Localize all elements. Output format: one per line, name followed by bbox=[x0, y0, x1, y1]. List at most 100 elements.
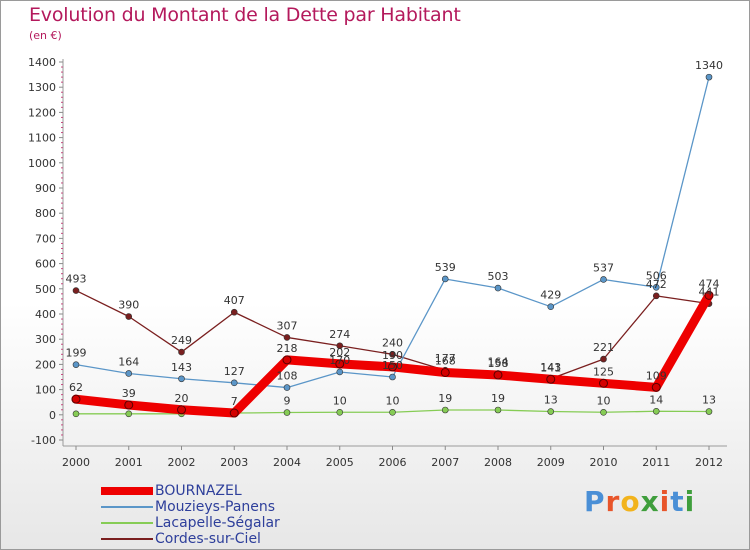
y-tick-label: 1100 bbox=[28, 132, 56, 145]
data-point bbox=[389, 351, 396, 358]
data-point bbox=[230, 379, 238, 387]
data-point bbox=[336, 368, 344, 376]
logo-letter: t bbox=[670, 485, 685, 518]
x-tick-label: 2004 bbox=[273, 456, 301, 469]
y-tick-label: 1200 bbox=[28, 106, 56, 119]
data-point bbox=[600, 408, 607, 416]
data-point bbox=[283, 384, 291, 391]
chart-title: Evolution du Montant de la Dette par Hab… bbox=[29, 4, 461, 26]
y-tick-label: 900 bbox=[35, 182, 56, 195]
data-label: 249 bbox=[171, 334, 192, 347]
data-point bbox=[441, 275, 449, 283]
legend-label-lacapelle-segalar: Lacapelle-Ségalar bbox=[155, 515, 280, 531]
data-label: 143 bbox=[171, 361, 192, 374]
data-point bbox=[282, 355, 292, 365]
data-label: 141 bbox=[540, 361, 561, 374]
data-label: 13 bbox=[702, 394, 716, 407]
data-label: 274 bbox=[329, 328, 350, 341]
data-label: 14 bbox=[649, 393, 663, 406]
data-point bbox=[652, 407, 660, 415]
data-label: 158 bbox=[488, 357, 509, 370]
legend-swatch-bournazel bbox=[101, 487, 153, 495]
data-label: 150 bbox=[382, 359, 403, 372]
data-label: 307 bbox=[277, 319, 298, 332]
data-point bbox=[389, 373, 396, 381]
data-label: 1340 bbox=[695, 59, 723, 72]
legend-item-mouzieys-panens: Mouzieys-Panens bbox=[101, 499, 361, 515]
x-tick-label: 2003 bbox=[220, 456, 248, 469]
legend-swatch-cordes-sur-ciel bbox=[101, 538, 153, 540]
x-tick-label: 2011 bbox=[642, 456, 670, 469]
data-point bbox=[704, 290, 714, 300]
data-point bbox=[177, 405, 186, 415]
logo-letter: r bbox=[605, 485, 621, 518]
data-point bbox=[441, 406, 449, 414]
logo-letter: P bbox=[584, 485, 606, 518]
data-point bbox=[547, 303, 555, 310]
y-tick-label: 200 bbox=[35, 358, 56, 371]
data-point bbox=[124, 400, 134, 410]
data-point bbox=[125, 313, 133, 320]
data-point bbox=[494, 284, 502, 292]
y-tick-label: 700 bbox=[35, 232, 56, 245]
logo-letter: x bbox=[640, 485, 660, 518]
data-label: 177 bbox=[435, 352, 456, 365]
data-point bbox=[283, 409, 291, 416]
data-label: 474 bbox=[699, 277, 720, 290]
data-label: 7 bbox=[231, 395, 238, 408]
x-tick-label: 2005 bbox=[326, 456, 354, 469]
data-label: 125 bbox=[593, 365, 614, 378]
data-point bbox=[388, 362, 397, 372]
data-label: 221 bbox=[593, 341, 614, 354]
data-label: 108 bbox=[277, 370, 298, 383]
data-point bbox=[705, 408, 713, 415]
data-label: 429 bbox=[540, 289, 561, 302]
data-label: 127 bbox=[224, 365, 245, 378]
y-tick-label: 0 bbox=[49, 409, 56, 422]
data-point bbox=[336, 342, 344, 350]
data-label: 9 bbox=[284, 395, 291, 408]
x-tick-label: 2010 bbox=[590, 456, 618, 469]
x-tick-label: 2012 bbox=[695, 456, 723, 469]
data-point bbox=[125, 370, 133, 377]
data-label: 20 bbox=[175, 392, 189, 405]
chart-subtitle: (en €) bbox=[29, 29, 62, 42]
data-point bbox=[72, 287, 80, 294]
legend-swatch-mouzieys-panens bbox=[101, 506, 153, 508]
data-point bbox=[230, 308, 238, 316]
y-tick-label: 300 bbox=[35, 333, 56, 346]
data-label: 19 bbox=[438, 392, 452, 405]
legend-label-bournazel: BOURNAZEL bbox=[155, 483, 242, 499]
data-label: 506 bbox=[646, 269, 667, 282]
y-tick-label: 100 bbox=[35, 384, 56, 397]
x-tick-label: 2008 bbox=[484, 456, 512, 469]
data-label: 503 bbox=[488, 270, 509, 283]
data-point bbox=[336, 408, 344, 416]
data-point bbox=[652, 292, 660, 300]
data-label: 62 bbox=[69, 381, 83, 394]
logo-letter: o bbox=[620, 485, 641, 518]
data-label: 168 bbox=[435, 354, 456, 367]
data-label: 164 bbox=[118, 355, 139, 368]
data-label: 143 bbox=[540, 361, 561, 374]
data-label: 539 bbox=[435, 261, 456, 274]
legend-item-bournazel: BOURNAZEL bbox=[101, 483, 361, 499]
data-point bbox=[705, 73, 713, 81]
data-point bbox=[283, 334, 291, 341]
logo-letter: i bbox=[659, 485, 671, 518]
data-point bbox=[72, 410, 80, 418]
data-point bbox=[652, 283, 660, 291]
data-label: 10 bbox=[386, 394, 400, 407]
data-label: 164 bbox=[488, 355, 509, 368]
y-tick-label: 400 bbox=[35, 308, 56, 321]
data-point bbox=[178, 348, 185, 356]
data-label: 190 bbox=[382, 349, 403, 362]
data-point bbox=[600, 355, 607, 363]
data-point bbox=[440, 367, 450, 377]
legend-item-cordes-sur-ciel: Cordes-sur-Ciel bbox=[101, 531, 361, 547]
data-point bbox=[547, 408, 555, 415]
x-tick-label: 2001 bbox=[115, 456, 143, 469]
data-point bbox=[493, 370, 503, 380]
